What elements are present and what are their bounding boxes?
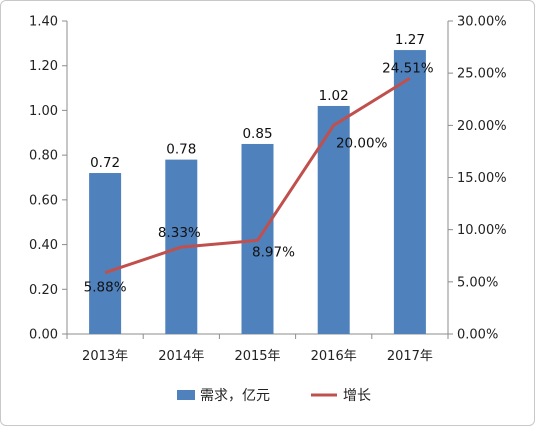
line-series [104, 77, 411, 275]
x-tick-label: 2014年 [158, 349, 204, 364]
bar [393, 50, 426, 335]
bar-value-label: 1.02 [319, 88, 349, 104]
right-tick-label: 10.00% [457, 223, 507, 238]
right-tick-label: 30.00% [457, 15, 507, 30]
bar [89, 173, 122, 334]
right-tick-label: 25.00% [457, 67, 507, 82]
growth-line [104, 77, 411, 275]
growth-value-label: 8.97% [252, 244, 295, 260]
bar-value-label: 1.27 [395, 32, 425, 48]
left-tick-label: 0.20 [29, 283, 58, 298]
bar-value-label: 0.72 [90, 155, 120, 171]
left-tick-label: 1.40 [29, 15, 58, 30]
growth-value-label: 8.33% [158, 225, 201, 241]
legend-bar-swatch [177, 390, 195, 400]
legend-line-label: 增长 [343, 388, 371, 404]
x-tick-label: 2013年 [82, 349, 128, 364]
right-tick-label: 5.00% [457, 275, 498, 290]
right-tick-label: 20.00% [457, 119, 507, 134]
left-tick-label: 0.60 [29, 193, 58, 208]
data-labels: 0.72 0.78 0.85 1.02 1.27 5.88% 8.33% 8.97% 20.00… [84, 32, 434, 296]
legend: 需求，亿元 增长 [177, 388, 371, 404]
bar-value-label: 0.85 [242, 126, 272, 142]
right-tick-label: 15.00% [457, 171, 507, 186]
growth-value-label: 20.00% [336, 135, 388, 151]
left-tick-label: 1.00 [29, 104, 58, 119]
bar-value-label: 0.78 [166, 142, 196, 158]
growth-value-label: 24.51% [382, 60, 434, 76]
x-tick-label: 2016年 [311, 349, 357, 364]
x-tick-label: 2017年 [387, 349, 433, 364]
bar-series [89, 50, 426, 335]
left-tick-label: 0.40 [29, 238, 58, 253]
legend-bar-label: 需求，亿元 [200, 388, 270, 404]
right-tick-label: 0.00% [457, 328, 498, 343]
growth-value-label: 5.88% [84, 280, 127, 296]
left-tick-label: 1.20 [29, 59, 58, 74]
x-tick-label: 2015年 [234, 349, 280, 364]
axes: 0.00 0.20 0.40 0.60 0.80 1.00 1.20 1.40 0.00% 5.0… [29, 15, 507, 365]
left-tick-label: 0.00 [29, 328, 58, 343]
left-tick-label: 0.80 [29, 149, 58, 164]
